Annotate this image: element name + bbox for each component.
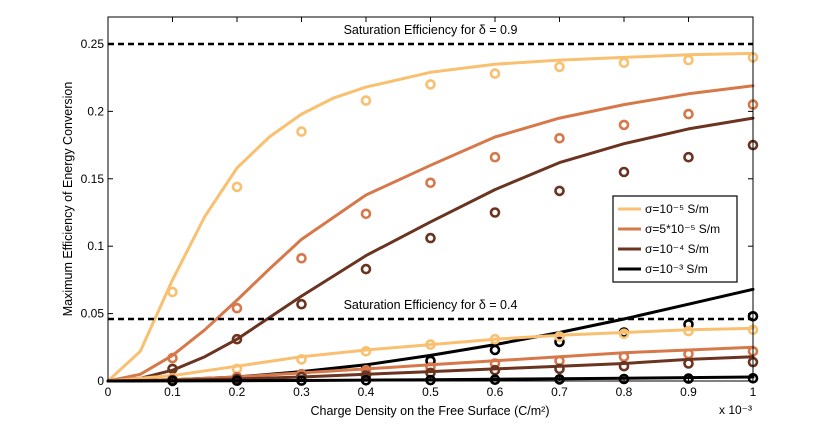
x-tick-label: 0.3 [293, 385, 310, 399]
legend-label: σ=5*10⁻⁵ S/m [645, 222, 720, 236]
data-point [231, 181, 243, 193]
x-axis-title: Charge Density on the Free Surface (C/m²… [311, 404, 550, 418]
x-tick-label: 0.6 [487, 385, 504, 399]
y-tick-label: 0.2 [87, 104, 104, 118]
data-point [425, 177, 436, 189]
data-point [618, 328, 630, 340]
x-tick-label: 0.8 [616, 385, 633, 399]
data-point [296, 126, 307, 137]
legend: σ=10⁻⁵ S/m σ=5*10⁻⁵ S/m σ=10⁻⁴ S/m σ=10⁻³ S… [612, 195, 738, 283]
data-point [618, 166, 630, 178]
data-point [618, 360, 630, 372]
series-line [106, 326, 755, 383]
data-point [554, 61, 565, 73]
data-point [618, 351, 630, 363]
reference-lines: Saturation Efficiency for δ = 0.9 Saturat… [108, 23, 753, 321]
data-point [683, 373, 694, 384]
data-point [554, 133, 565, 144]
data-point [167, 352, 178, 364]
data-point [683, 325, 694, 337]
data-point [489, 364, 501, 376]
data-point [360, 208, 372, 220]
data-point [167, 286, 178, 298]
y-tick-label: 0.25 [81, 37, 105, 51]
data-point [554, 363, 565, 375]
x-tick-label: 0.2 [229, 385, 246, 399]
data-point [489, 333, 501, 345]
data-point [425, 339, 436, 350]
legend-label: σ=10⁻⁴ S/m [645, 242, 709, 256]
y-tick-label: 0.1 [87, 239, 104, 253]
series-1 [106, 84, 759, 383]
data-point [231, 302, 243, 314]
x-axis-exponent: x 10⁻³ [719, 403, 752, 417]
y-axis-title: Maximum Efficiency of Energy Conversion [61, 82, 75, 317]
x-tick-label: 0.5 [422, 385, 439, 399]
x-tick-label: 0.1 [164, 385, 181, 399]
data-point [683, 108, 694, 120]
y-tick-label: 0 [97, 374, 104, 388]
series-line [106, 116, 755, 383]
y-tick-label: 0.05 [81, 307, 105, 321]
series-layer [106, 51, 759, 387]
y-tick-label: 0.15 [81, 172, 105, 186]
x-tick-label: 0 [105, 385, 112, 399]
x-tick-label: 0.7 [551, 385, 568, 399]
series-0 [106, 51, 759, 383]
data-point [489, 344, 501, 356]
data-point [683, 54, 694, 66]
data-point [554, 336, 565, 348]
data-point [618, 57, 630, 69]
data-point [683, 151, 694, 163]
reference-label: Saturation Efficiency for δ = 0.9 [344, 23, 518, 37]
data-point [360, 345, 372, 357]
data-point [489, 151, 501, 163]
data-point [683, 358, 694, 369]
data-point [425, 79, 436, 90]
data-point [167, 363, 178, 375]
data-point [231, 333, 243, 345]
data-point [360, 95, 372, 106]
ticks-layer: 0 0.1 0.2 0.3 0.4 0.5 0.6 0.7 0.8 0.9 1 0 0.05 0.1 0.1… [81, 17, 757, 399]
data-point [489, 374, 501, 386]
series-line [106, 84, 755, 383]
x-tick-label: 1 [750, 385, 757, 399]
legend-label: σ=10⁻⁵ S/m [645, 202, 709, 216]
data-point [296, 354, 307, 365]
data-point [554, 374, 565, 385]
data-point [425, 232, 436, 244]
series-2 [106, 116, 759, 383]
data-point [296, 252, 307, 264]
series-line [106, 51, 755, 383]
reference-label: Saturation Efficiency for δ = 0.4 [344, 298, 518, 312]
data-point [360, 263, 372, 275]
legend-label: σ=10⁻³ S/m [645, 262, 708, 276]
data-point [296, 298, 307, 310]
x-tick-label: 0.9 [680, 385, 697, 399]
x-tick-label: 0.4 [358, 385, 375, 399]
data-point [489, 207, 501, 218]
data-point [618, 119, 630, 131]
data-point [554, 331, 565, 342]
data-point [489, 68, 501, 79]
data-point [554, 185, 565, 197]
data-point [618, 373, 630, 385]
